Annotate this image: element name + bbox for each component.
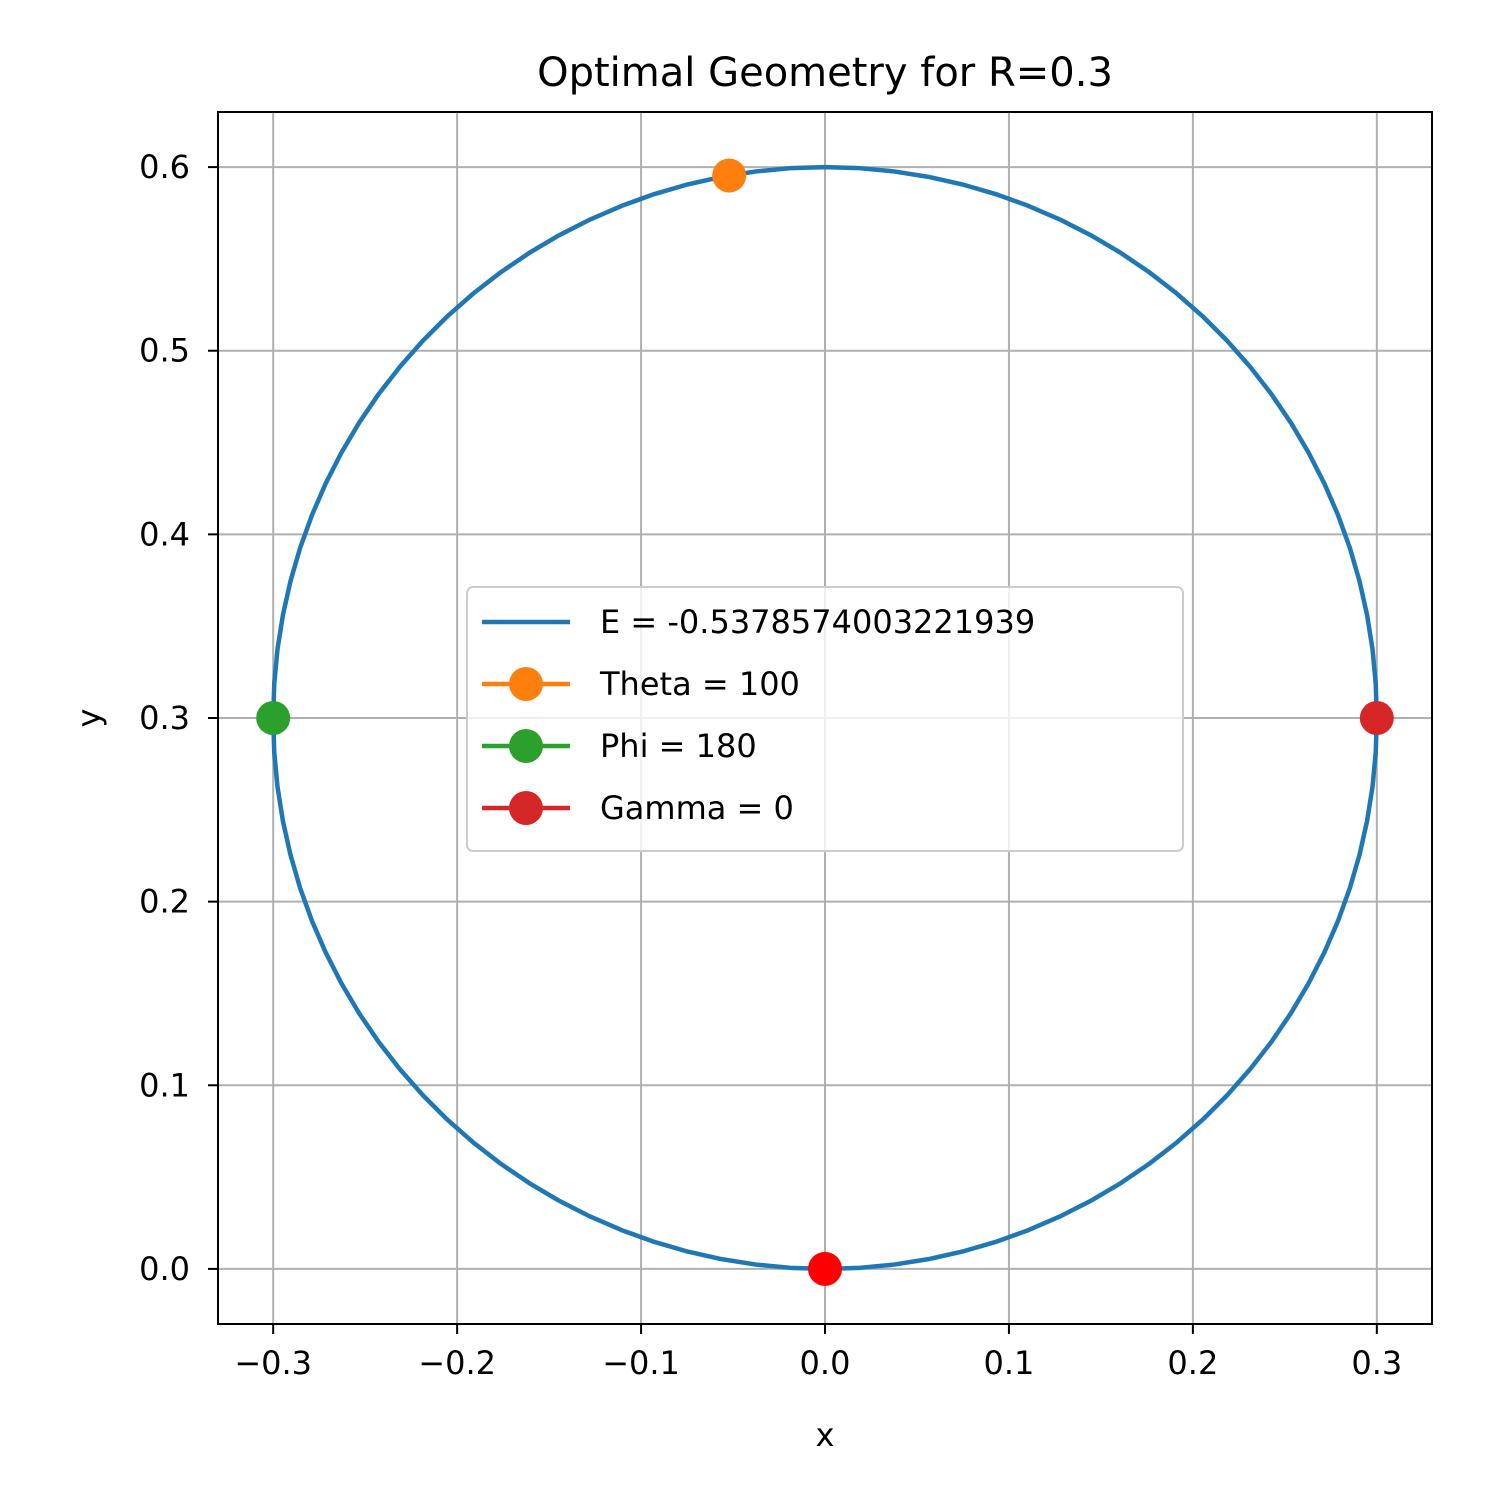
x-tick-label: −0.2 — [418, 1344, 496, 1382]
legend-label-1: Theta = 100 — [599, 665, 800, 703]
series-point-2 — [256, 701, 291, 735]
ticks: −0.3 −0.2 −0.1 0.0 0.1 0.2 0.3 0.0 0.1 0.2 0.3 0.4 0… — [139, 148, 1402, 1382]
x-tick-label: −0.1 — [602, 1344, 680, 1382]
series-point-3 — [1359, 701, 1394, 735]
series-point-1 — [712, 158, 747, 193]
legend: E = -0.5378574003221939 Theta = 100 Phi = … — [466, 586, 1184, 852]
legend-marker-1 — [509, 667, 543, 701]
legend-label-3: Gamma = 0 — [600, 789, 794, 827]
x-tick-label: 0.2 — [1167, 1344, 1218, 1382]
x-tick-label: 0.1 — [983, 1344, 1034, 1382]
x-tick-label: 0.0 — [800, 1344, 851, 1382]
legend-label-0: E = -0.5378574003221939 — [600, 603, 1035, 641]
y-tick-label: 0.3 — [139, 699, 190, 737]
y-tick-label: 0.2 — [139, 883, 190, 921]
y-axis-label: y — [70, 709, 108, 728]
x-tick-label: −0.3 — [234, 1344, 312, 1382]
legend-marker-2 — [509, 729, 543, 763]
y-tick-label: 0.1 — [139, 1066, 190, 1104]
legend-label-2: Phi = 180 — [600, 727, 757, 765]
x-tick-label: 0.3 — [1351, 1344, 1402, 1382]
origin-point — [808, 1251, 842, 1286]
series-layer — [256, 158, 1394, 1286]
chart-title: Optimal Geometry for R=0.3 — [537, 50, 1113, 96]
y-tick-label: 0.0 — [139, 1250, 190, 1288]
x-axis-label: x — [816, 1416, 835, 1454]
y-tick-label: 0.5 — [139, 332, 190, 370]
y-tick-label: 0.6 — [139, 148, 190, 186]
y-tick-label: 0.4 — [139, 515, 190, 553]
legend-box — [466, 586, 1184, 852]
legend-marker-3 — [509, 791, 543, 825]
